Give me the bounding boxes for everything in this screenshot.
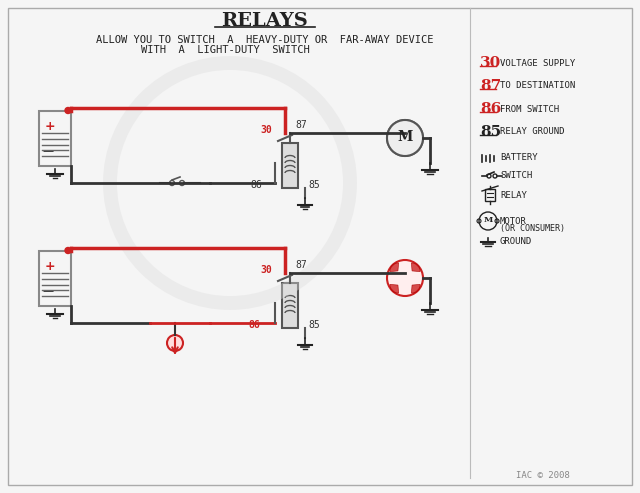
- Text: (OR CONSUMER): (OR CONSUMER): [500, 224, 565, 234]
- Text: IAC © 2008: IAC © 2008: [516, 470, 570, 480]
- Text: 85: 85: [308, 180, 320, 190]
- Text: M: M: [397, 130, 413, 144]
- Text: —: —: [42, 286, 54, 296]
- Text: M: M: [483, 216, 493, 224]
- Text: RELAY GROUND: RELAY GROUND: [500, 128, 564, 137]
- Text: 30: 30: [480, 56, 501, 70]
- Text: 87: 87: [480, 79, 501, 93]
- Text: +: +: [45, 259, 55, 273]
- Text: 86: 86: [250, 180, 262, 190]
- Text: 85: 85: [480, 125, 501, 139]
- Wedge shape: [412, 263, 420, 272]
- Text: ALLOW YOU TO SWITCH  A  HEAVY-DUTY OR  FAR-AWAY DEVICE: ALLOW YOU TO SWITCH A HEAVY-DUTY OR FAR-…: [96, 35, 434, 45]
- Bar: [282, 283, 298, 328]
- Text: —: —: [42, 146, 54, 156]
- Wedge shape: [390, 263, 399, 272]
- Wedge shape: [390, 284, 399, 293]
- Text: WITH  A  LIGHT-DUTY  SWITCH: WITH A LIGHT-DUTY SWITCH: [141, 45, 309, 55]
- Text: TO DESTINATION: TO DESTINATION: [500, 81, 575, 91]
- Wedge shape: [412, 284, 420, 293]
- Text: 87: 87: [295, 120, 307, 130]
- Text: 30: 30: [260, 125, 272, 135]
- Text: 86: 86: [248, 320, 260, 330]
- Text: BATTERY: BATTERY: [500, 153, 538, 163]
- Text: VOLTAGE SUPPLY: VOLTAGE SUPPLY: [500, 59, 575, 68]
- Circle shape: [167, 335, 183, 351]
- Circle shape: [387, 260, 423, 296]
- Bar: [485, 189, 495, 201]
- Bar: [282, 143, 298, 188]
- Circle shape: [65, 247, 71, 253]
- Text: 85: 85: [308, 320, 320, 330]
- Text: GROUND: GROUND: [500, 238, 532, 246]
- Circle shape: [65, 107, 71, 113]
- Text: RELAYS: RELAYS: [221, 12, 308, 30]
- Circle shape: [387, 120, 423, 156]
- Text: 30: 30: [260, 265, 272, 275]
- Text: FROM SWITCH: FROM SWITCH: [500, 105, 559, 113]
- Text: 86: 86: [480, 102, 501, 116]
- Text: 87: 87: [295, 260, 307, 270]
- Text: RELAY: RELAY: [500, 190, 527, 200]
- Text: +: +: [45, 119, 55, 133]
- Text: SWITCH: SWITCH: [500, 172, 532, 180]
- Text: MOTOR: MOTOR: [500, 216, 527, 225]
